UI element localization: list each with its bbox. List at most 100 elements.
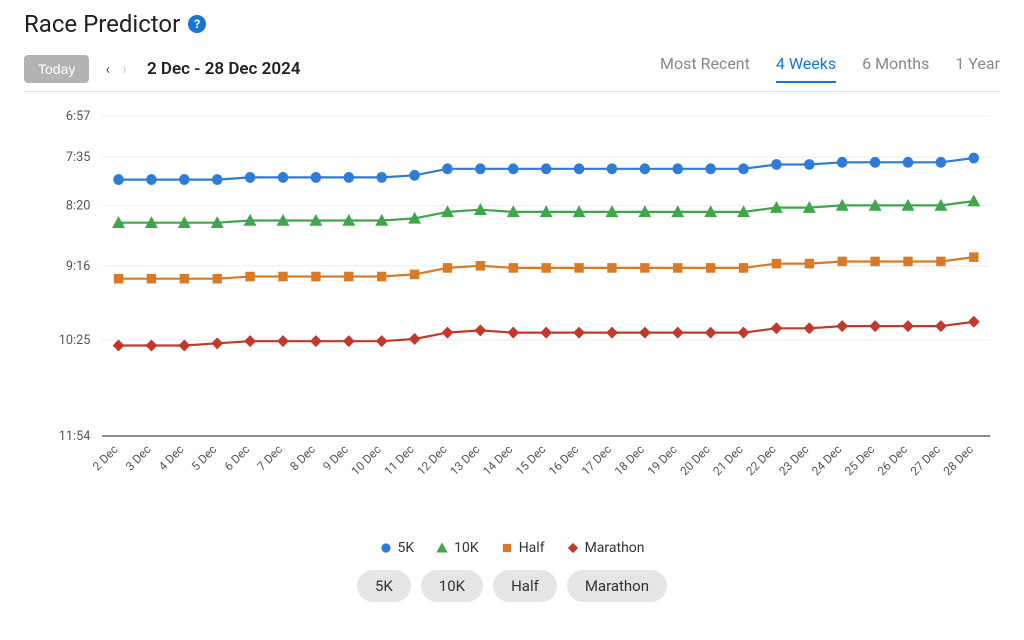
series-marker-5k[interactable]	[475, 163, 486, 174]
series-marker-marathon[interactable]	[902, 320, 914, 332]
series-marker-half[interactable]	[706, 263, 715, 273]
series-marker-5k[interactable]	[278, 172, 289, 183]
series-marker-marathon[interactable]	[705, 327, 717, 339]
series-marker-marathon[interactable]	[507, 327, 519, 339]
series-marker-half[interactable]	[344, 272, 353, 282]
series-marker-5k[interactable]	[179, 174, 190, 185]
series-marker-5k[interactable]	[969, 153, 980, 164]
series-marker-5k[interactable]	[607, 163, 618, 174]
range-tab-4-weeks[interactable]: 4 Weeks	[776, 54, 836, 83]
toolbar: Today ‹ › 2 Dec - 28 Dec 2024 Most Recen…	[24, 54, 1000, 92]
series-marker-marathon[interactable]	[606, 327, 618, 339]
series-marker-5k[interactable]	[409, 170, 420, 181]
next-arrow-icon[interactable]: ›	[122, 59, 127, 78]
series-marker-half[interactable]	[245, 272, 254, 282]
series-marker-5k[interactable]	[245, 172, 256, 183]
range-tab-most-recent[interactable]: Most Recent	[660, 54, 750, 83]
filter-pill-5k[interactable]: 5K	[357, 570, 411, 602]
series-marker-5k[interactable]	[508, 163, 519, 174]
series-marker-half[interactable]	[870, 257, 879, 267]
series-marker-marathon[interactable]	[935, 320, 947, 332]
x-tick-label: 11 Dec	[381, 442, 416, 478]
series-marker-marathon[interactable]	[244, 335, 256, 347]
series-marker-marathon[interactable]	[211, 337, 223, 349]
series-marker-5k[interactable]	[672, 163, 683, 174]
filter-pill-10k[interactable]: 10K	[421, 570, 483, 602]
series-marker-5k[interactable]	[870, 157, 881, 168]
series-marker-marathon[interactable]	[738, 327, 750, 339]
series-marker-5k[interactable]	[146, 174, 157, 185]
x-tick-label: 9 Dec	[320, 442, 351, 473]
range-tab-1-year[interactable]: 1 Year	[955, 54, 1000, 83]
series-marker-5k[interactable]	[344, 172, 355, 183]
x-tick-label: 8 Dec	[287, 442, 318, 473]
series-marker-5k[interactable]	[376, 172, 387, 183]
series-marker-half[interactable]	[574, 263, 583, 273]
series-marker-marathon[interactable]	[475, 324, 487, 336]
series-marker-5k[interactable]	[804, 159, 815, 170]
range-tab-6-months[interactable]: 6 Months	[862, 54, 929, 83]
series-marker-5k[interactable]	[640, 163, 651, 174]
today-button[interactable]: Today	[24, 55, 89, 83]
series-marker-half[interactable]	[377, 272, 386, 282]
series-marker-5k[interactable]	[738, 163, 749, 174]
series-marker-5k[interactable]	[113, 174, 124, 185]
series-marker-half[interactable]	[739, 263, 748, 273]
series-marker-half[interactable]	[838, 257, 847, 267]
series-marker-5k[interactable]	[771, 159, 782, 170]
series-marker-half[interactable]	[443, 263, 452, 273]
series-marker-marathon[interactable]	[869, 320, 881, 332]
series-marker-5k[interactable]	[212, 174, 223, 185]
series-marker-half[interactable]	[213, 274, 222, 284]
series-marker-half[interactable]	[541, 263, 550, 273]
series-marker-half[interactable]	[936, 257, 945, 267]
series-marker-half[interactable]	[640, 263, 649, 273]
series-marker-marathon[interactable]	[540, 327, 552, 339]
series-marker-5k[interactable]	[541, 163, 552, 174]
series-marker-half[interactable]	[969, 252, 978, 262]
series-marker-half[interactable]	[180, 274, 189, 284]
series-marker-marathon[interactable]	[836, 320, 848, 332]
series-marker-half[interactable]	[772, 259, 781, 269]
series-marker-marathon[interactable]	[146, 339, 158, 351]
help-icon[interactable]: ?	[188, 15, 206, 33]
series-marker-marathon[interactable]	[573, 327, 585, 339]
series-marker-5k[interactable]	[837, 157, 848, 168]
series-marker-marathon[interactable]	[343, 335, 355, 347]
series-marker-half[interactable]	[476, 261, 485, 271]
filter-pill-half[interactable]: Half	[493, 570, 557, 602]
series-marker-marathon[interactable]	[409, 333, 421, 345]
series-marker-half[interactable]	[903, 257, 912, 267]
series-marker-half[interactable]	[805, 259, 814, 269]
series-marker-5k[interactable]	[442, 163, 453, 174]
series-marker-half[interactable]	[147, 274, 156, 284]
filter-pill-marathon[interactable]: Marathon	[567, 570, 667, 602]
y-tick-label: 10:25	[59, 333, 91, 348]
series-marker-half[interactable]	[607, 263, 616, 273]
series-marker-marathon[interactable]	[376, 335, 388, 347]
series-marker-5k[interactable]	[574, 163, 585, 174]
series-marker-half[interactable]	[114, 274, 123, 284]
series-marker-marathon[interactable]	[968, 316, 980, 328]
series-marker-half[interactable]	[410, 270, 419, 280]
series-marker-half[interactable]	[278, 272, 287, 282]
series-marker-marathon[interactable]	[277, 335, 289, 347]
x-tick-label: 3 Dec	[123, 442, 154, 473]
series-marker-marathon[interactable]	[672, 327, 684, 339]
series-marker-5k[interactable]	[705, 163, 716, 174]
series-marker-marathon[interactable]	[803, 322, 815, 334]
series-marker-marathon[interactable]	[310, 335, 322, 347]
series-marker-marathon[interactable]	[442, 327, 454, 339]
series-marker-half[interactable]	[673, 263, 682, 273]
series-marker-5k[interactable]	[311, 172, 322, 183]
series-marker-marathon[interactable]	[771, 322, 783, 334]
series-marker-marathon[interactable]	[113, 339, 125, 351]
series-marker-half[interactable]	[311, 272, 320, 282]
series-marker-marathon[interactable]	[178, 339, 190, 351]
series-marker-half[interactable]	[509, 263, 518, 273]
series-marker-marathon[interactable]	[639, 327, 651, 339]
prev-arrow-icon[interactable]: ‹	[105, 59, 110, 78]
series-marker-5k[interactable]	[903, 157, 914, 168]
series-marker-5k[interactable]	[936, 157, 947, 168]
series-marker-10k[interactable]	[967, 195, 980, 207]
